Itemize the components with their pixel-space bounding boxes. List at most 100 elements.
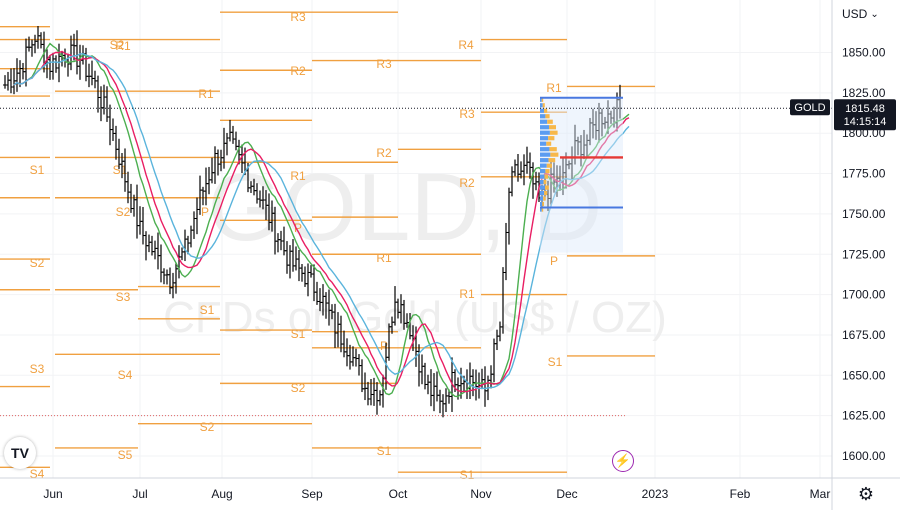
pivot-label: R1 [546, 81, 562, 95]
pivot-label: S1 [548, 355, 563, 369]
volume-profile-bar-down [548, 136, 555, 141]
volume-profile-bar-up [540, 163, 547, 168]
volume-profile-bar-up [540, 97, 542, 102]
pivot-label: S3 [116, 290, 131, 304]
x-tick-label: Nov [470, 487, 491, 501]
moving-average-fast [13, 42, 630, 398]
pivot-label: S4 [30, 467, 45, 481]
watermark-description: CFDs on Gold (US$ / OZ) [163, 293, 667, 342]
symbol-tag [790, 99, 830, 116]
volume-profile-bar-down [549, 147, 557, 152]
y-tick-label: 1600.00 [842, 449, 886, 463]
volume-profile-bar-up [540, 119, 548, 124]
symbol-tag-label: GOLD [794, 102, 825, 114]
volume-profile-bar-down [544, 108, 548, 113]
volume-profile-bar-up [540, 147, 550, 152]
volume-profile-bar-down [548, 158, 556, 163]
volume-profile-bar-down [543, 196, 546, 201]
moving-average-slow [13, 53, 630, 390]
x-tick-label: Jun [43, 487, 62, 501]
pivot-label: S1 [460, 468, 475, 482]
pivot-label: P [380, 339, 388, 353]
pivot-label: S3 [30, 362, 45, 376]
volume-profile-bar-down [544, 190, 548, 196]
pivot-label: R1 [290, 169, 306, 183]
x-tick-label: Mar [810, 487, 831, 501]
price-tag [834, 99, 896, 131]
volume-profile-bar-down [547, 119, 553, 124]
y-tick-label: 1750.00 [842, 207, 886, 221]
pivot-label: R2 [459, 176, 475, 190]
y-tick-label: 1850.00 [842, 46, 886, 60]
volume-profile-bar-down [546, 163, 552, 168]
volume-profile-bar-down [549, 125, 556, 130]
pivot-label: S1 [113, 163, 128, 177]
pivot-label: S4 [118, 368, 133, 382]
volume-profile-bar-up [540, 152, 551, 157]
volume-profile-bar-down [545, 169, 550, 174]
pivot-label: R2 [376, 146, 392, 160]
volume-profile-bar-up [540, 185, 545, 190]
pivot-label: P [201, 205, 209, 219]
volume-profile-bar-down [544, 174, 548, 179]
volume-profile-bar-up [540, 174, 545, 179]
volume-profile-bar-up [540, 136, 549, 141]
currency-label: USD [842, 7, 868, 21]
volume-profile-bar-up [540, 180, 544, 185]
volume-profile-bar-up [540, 108, 545, 113]
pivot-label: R4 [458, 38, 474, 52]
volume-profile-bar-down [543, 180, 547, 185]
pivot-label: S2 [110, 38, 125, 52]
volume-profile-bar-up [540, 201, 543, 207]
pivot-label: R3 [459, 107, 475, 121]
y-tick-label: 1650.00 [842, 368, 886, 382]
volume-profile-bar-down [541, 207, 544, 212]
pivot-label: R1 [376, 251, 392, 265]
volume-profile-bar-up [540, 130, 550, 135]
price-tag-value: 1815.48 [845, 103, 885, 115]
volume-profile-bar-up [540, 190, 545, 196]
volume-profile-bar-up [540, 125, 549, 130]
volume-profile-bar-down [545, 114, 550, 119]
y-tick-label: 1775.00 [842, 167, 886, 181]
pivot-label: S1 [291, 327, 306, 341]
pivot-label: R3 [376, 57, 392, 71]
volume-profile-bar-up [540, 141, 547, 146]
volume-profile-bar-up [540, 158, 549, 163]
y-tick-label: 1675.00 [842, 328, 886, 342]
pivot-label: P [294, 221, 302, 235]
volume-profile-bar-up [540, 114, 546, 119]
volume-profile-bar-up [540, 196, 544, 201]
pivot-label: R2 [290, 64, 306, 78]
x-tick-label: 2023 [642, 487, 669, 501]
pivot-label: S2 [291, 381, 306, 395]
currency-dropdown[interactable]: USD ⌄ [835, 2, 900, 26]
pivot-label: S1 [200, 303, 215, 317]
x-tick-label: Aug [211, 487, 232, 501]
y-tick-label: 1625.00 [842, 409, 886, 423]
price-tag-countdown: 14:15:14 [844, 116, 887, 128]
pivot-label: S1 [377, 444, 392, 458]
x-tick-label: Dec [556, 487, 577, 501]
volume-profile-bar-down [549, 130, 558, 135]
pivot-label: S1 [30, 163, 45, 177]
tradingview-logo-icon: TV [4, 437, 36, 469]
volume-profile-bar-down [542, 201, 544, 207]
gear-icon[interactable]: ⚙ [857, 484, 875, 504]
volume-profile-area [540, 97, 623, 253]
volume-profile-bar-down [546, 141, 552, 146]
lightning-icon[interactable]: ⚡ [612, 450, 634, 472]
pivot-label: R1 [459, 287, 475, 301]
x-tick-label: Feb [730, 487, 751, 501]
pivot-label: P [550, 254, 558, 268]
x-tick-label: Sep [301, 487, 323, 501]
y-tick-label: 1725.00 [842, 247, 886, 261]
pivot-label: R1 [115, 39, 131, 53]
pivot-label: R3 [290, 10, 306, 24]
moving-average-mid [13, 50, 630, 393]
pivot-label: S5 [118, 448, 133, 462]
volume-profile-bar-down [542, 103, 545, 108]
volume-profile-bar-up [540, 169, 546, 174]
x-tick-label: Jul [132, 487, 147, 501]
